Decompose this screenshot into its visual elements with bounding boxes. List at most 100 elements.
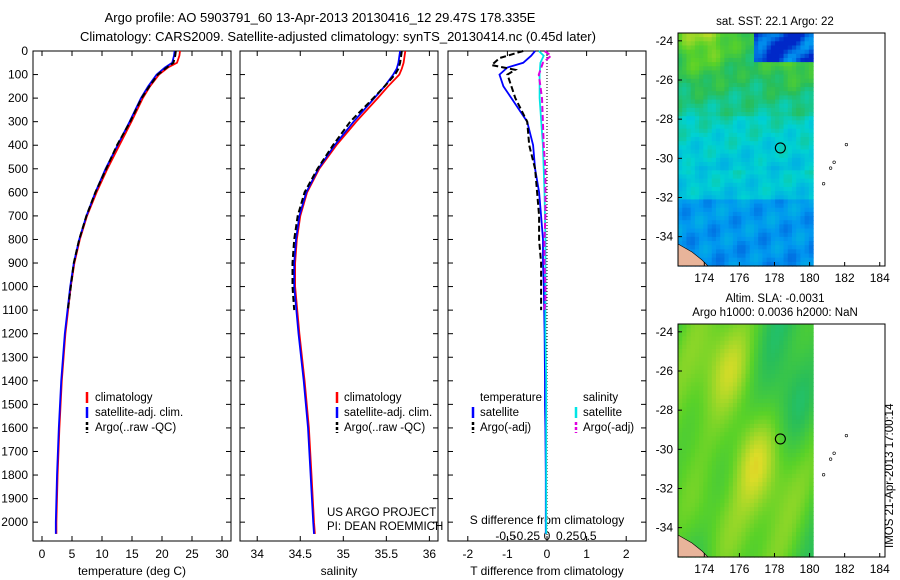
x-tick-label: 2 — [623, 547, 630, 561]
map-cell — [800, 432, 806, 437]
map-cell — [791, 365, 797, 371]
map-cell — [808, 33, 814, 38]
map-cell — [678, 519, 683, 525]
map-cell — [715, 232, 721, 238]
map-cell — [682, 132, 688, 138]
map-cell — [800, 141, 806, 146]
map-cell — [762, 482, 768, 487]
map-cell — [694, 536, 700, 541]
map-cell — [741, 432, 747, 437]
map-cell — [749, 199, 755, 205]
map-cell — [766, 353, 772, 358]
map-cell — [762, 57, 768, 63]
map-x-tick-label: 180 — [800, 562, 820, 576]
map-cell — [783, 403, 789, 408]
map-cell — [720, 124, 726, 130]
map-cell — [787, 373, 793, 379]
map-cell — [724, 336, 730, 342]
map-cell — [762, 473, 768, 479]
map-cell — [682, 452, 688, 458]
map-cell — [715, 398, 721, 404]
map-cell — [766, 178, 772, 184]
map-cell — [690, 53, 696, 59]
map-cell — [779, 440, 785, 446]
map-cell — [775, 340, 780, 346]
map-cell — [707, 199, 713, 205]
map-cell — [775, 502, 780, 508]
map-cell — [783, 428, 789, 433]
map-cell — [707, 53, 713, 59]
map-cell — [732, 511, 738, 516]
map-cell — [749, 361, 755, 367]
map-cell — [703, 411, 709, 417]
map-cell — [690, 232, 696, 238]
map-cell — [711, 452, 717, 458]
map-cell — [783, 224, 789, 230]
map-cell — [715, 141, 721, 146]
map-cell — [720, 332, 726, 338]
map-cell — [703, 257, 709, 263]
x-tick-label: 5 — [69, 547, 76, 561]
map-cell — [741, 527, 747, 533]
map-cell — [779, 486, 785, 492]
map-cell — [745, 357, 751, 363]
map-cell — [775, 490, 780, 496]
map-cell — [732, 515, 738, 521]
map-cell — [682, 457, 688, 462]
map-cell — [707, 515, 713, 521]
map-cell — [724, 70, 730, 76]
map-cell — [707, 141, 713, 146]
map-cell — [783, 174, 789, 180]
map-cell — [787, 344, 793, 350]
map-cell — [711, 128, 717, 134]
map-cell — [779, 87, 785, 92]
map-cell — [694, 469, 700, 475]
map-cell — [783, 353, 789, 358]
map-cell — [796, 403, 802, 408]
map-cell — [694, 344, 700, 350]
map-cell — [686, 82, 692, 88]
map-cell — [808, 245, 814, 250]
map-cell — [808, 128, 814, 134]
map-cell — [737, 511, 742, 516]
map-cell — [678, 361, 683, 367]
map-cell — [728, 174, 734, 180]
map-cell — [800, 482, 806, 487]
map-cell — [682, 236, 688, 242]
map-cell — [745, 494, 751, 500]
map-cell — [796, 120, 802, 126]
map-cell — [808, 473, 814, 479]
map-cell — [690, 457, 696, 462]
map-cell — [758, 116, 764, 121]
map-cell — [728, 62, 734, 67]
map-cell — [783, 382, 789, 388]
map-cell — [682, 423, 688, 429]
map-cell — [694, 527, 700, 533]
map-cell — [690, 332, 696, 338]
map-cell — [732, 45, 738, 51]
series-line-argo-raw-qc- — [291, 50, 403, 311]
map-cell — [775, 523, 780, 529]
map-cell — [791, 527, 797, 533]
map-cell — [791, 548, 797, 554]
map-cell — [796, 482, 802, 487]
map-cell — [682, 502, 688, 508]
map-cell — [678, 357, 683, 363]
map-cell — [678, 103, 683, 109]
map-cell — [808, 332, 814, 338]
map-cell — [699, 103, 704, 109]
map-cell — [694, 82, 700, 88]
map-cell — [758, 128, 764, 134]
map-cell — [753, 353, 759, 358]
map-cell — [707, 124, 713, 130]
map-cell — [703, 95, 709, 101]
map-cell — [682, 66, 688, 72]
series-line-satellite-adj-clim- — [293, 50, 401, 534]
map-cell — [745, 62, 751, 67]
map-cell — [758, 411, 764, 417]
map-cell — [800, 82, 806, 88]
map-cell — [753, 544, 759, 550]
map-cell — [724, 87, 730, 92]
map-cell — [724, 74, 730, 80]
map-cell — [766, 99, 772, 105]
